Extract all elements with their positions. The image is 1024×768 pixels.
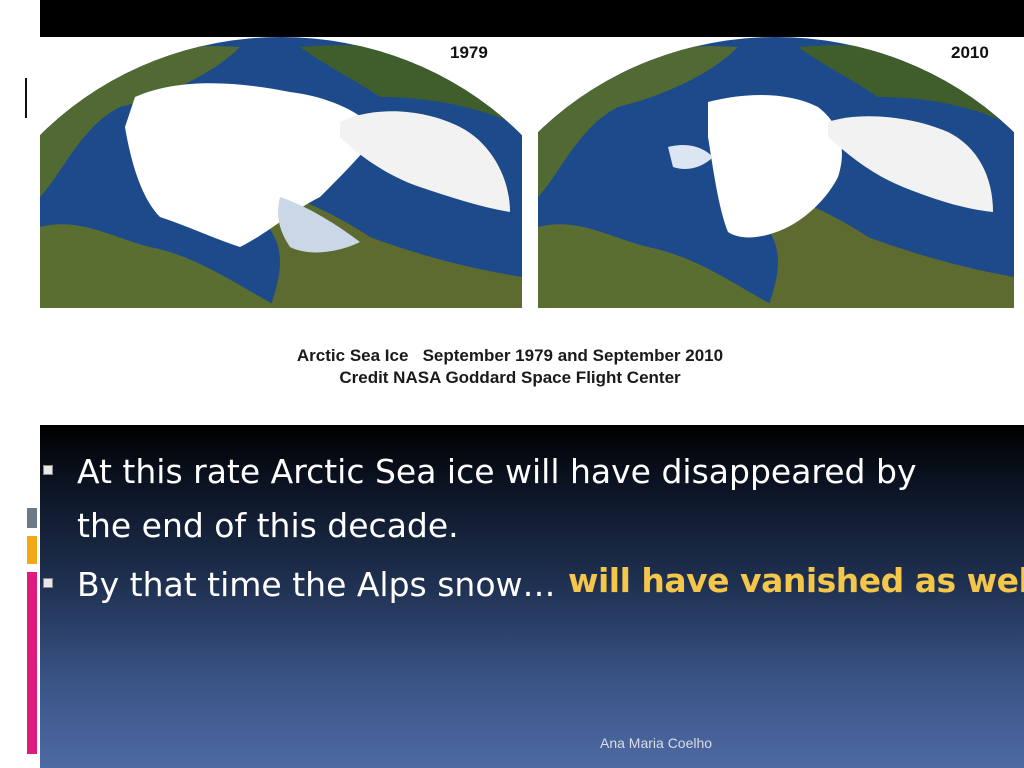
accent-line [25, 78, 27, 118]
text-panel: At this rate Arctic Sea ice will have di… [40, 425, 1024, 768]
square-bullet-icon [43, 578, 53, 588]
globe-2010: 2010 [538, 37, 1014, 308]
globe-1979-image [40, 37, 522, 308]
author-footer: Ana Maria Coelho [600, 735, 713, 751]
figure-credit: Credit NASA Goddard Space Flight Center [339, 368, 681, 387]
accent-bar-pink [27, 572, 37, 754]
square-bullet-icon [43, 465, 53, 475]
year-label-2010: 2010 [951, 43, 989, 62]
bullet-text: By that time the Alps snow… [77, 565, 556, 604]
figure-caption: Arctic Sea Ice September 1979 and Septem… [296, 346, 724, 365]
accent-bar-gray [27, 508, 37, 528]
highlight-text: will have vanished as well. [568, 561, 1024, 600]
top-bar [40, 0, 1024, 37]
globe-2010-image [538, 37, 1014, 308]
bullet-text-continued: the end of this decade. [77, 506, 459, 545]
bullet-text: At this rate Arctic Sea ice will have di… [77, 452, 917, 491]
accent-bar-orange [27, 536, 37, 564]
globe-1979: 1979 [40, 37, 522, 308]
arctic-ice-figure: 1979 2010 Arctic Sea Ice September 1979 … [40, 37, 1024, 425]
year-label-1979: 1979 [450, 43, 488, 62]
